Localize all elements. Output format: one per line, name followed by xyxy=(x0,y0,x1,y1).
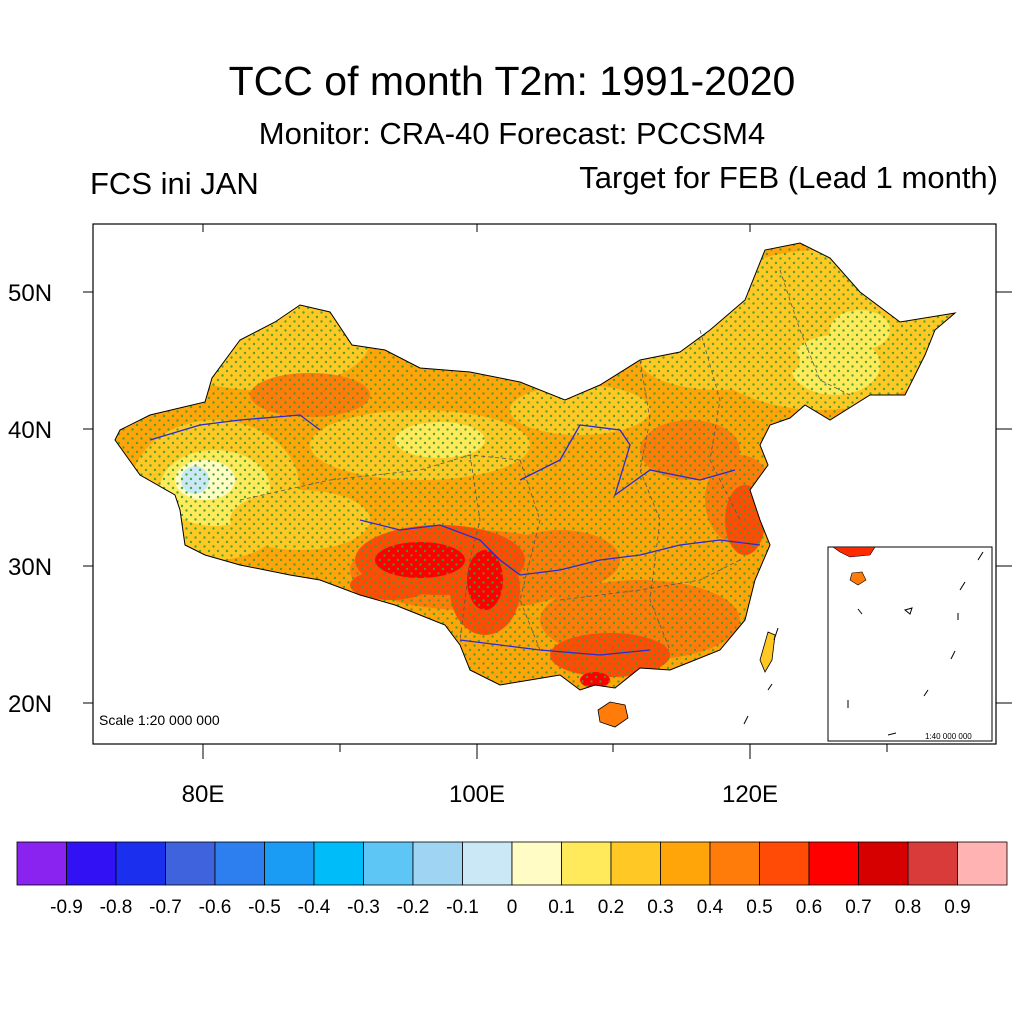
plot-title: TCC of month T2m: 1991-2020 xyxy=(228,58,796,104)
target-label: Target for FEB (Lead 1 month) xyxy=(579,160,998,195)
colorbar-bin xyxy=(808,841,859,886)
colorbar-bin xyxy=(610,841,661,886)
colorbar-tick-label: -0.1 xyxy=(446,897,479,918)
lon-label-100e: 100E xyxy=(448,781,506,808)
colorbar-tick-label: 0.5 xyxy=(746,897,773,918)
colorbar-tick-label: 0.7 xyxy=(845,897,872,918)
colorbar-bin xyxy=(709,841,760,886)
colorbar-tick-label: -0.9 xyxy=(50,897,83,918)
colorbar-bin xyxy=(858,841,909,886)
colorbar-bin xyxy=(957,841,1008,886)
colorbar-tick-label: -0.3 xyxy=(347,897,380,918)
inset-scale-text: 1:40 000 000 xyxy=(925,732,972,741)
colorbar-bin xyxy=(511,841,562,886)
nine-dash-line xyxy=(847,551,984,736)
colorbar-bin xyxy=(16,841,67,886)
colorbar-bin xyxy=(313,841,364,886)
colorbar-bin xyxy=(759,841,810,886)
colorbar-tick-label: -0.6 xyxy=(198,897,232,918)
colorbar-tick-label: -0.7 xyxy=(149,897,182,918)
lon-label-120e: 120E xyxy=(721,781,779,808)
colorbar-tick-label: 0.9 xyxy=(944,897,971,918)
lon-label-80e: 80E xyxy=(181,781,225,808)
colorbar-tick-label: 0.3 xyxy=(647,897,674,918)
colorbar-bin xyxy=(264,841,315,886)
lat-label-40n: 40N xyxy=(8,417,53,444)
colorbar-tick-label: 0.8 xyxy=(894,897,922,918)
main-scale-text: Scale 1:20 000 000 xyxy=(99,712,220,728)
init-label: FCS ini JAN xyxy=(90,166,259,201)
colorbar-tick-label: 0.4 xyxy=(696,897,724,918)
colorbar-bin xyxy=(214,841,265,886)
colorbar xyxy=(16,841,1008,886)
colorbar-tick-label: -0.8 xyxy=(99,897,133,918)
colorbar-bin xyxy=(561,841,612,886)
colorbar-bin xyxy=(115,841,166,886)
colorbar-bin xyxy=(907,841,958,886)
lat-label-50n: 50N xyxy=(8,280,53,307)
plot-subtitle: Monitor: CRA-40 Forecast: PCCSM4 xyxy=(258,116,766,151)
colorbar-tick-label: -0.2 xyxy=(396,897,430,918)
china-border xyxy=(114,242,957,691)
colorbar-bin xyxy=(165,841,216,886)
colorbar-bin xyxy=(462,841,513,886)
province-borders xyxy=(239,269,851,651)
colorbar-tick-label: 0.6 xyxy=(795,897,823,918)
colorbar-bin xyxy=(363,841,414,886)
colorbar-bin xyxy=(660,841,711,886)
colorbar-tick-label: 0.2 xyxy=(597,897,625,918)
lat-label-20n: 20N xyxy=(8,691,53,718)
colorbar-bin xyxy=(412,841,463,886)
colorbar-bin xyxy=(66,841,117,886)
colorbar-tick-label: -0.5 xyxy=(248,897,281,918)
colorbar-tick-label: -0.4 xyxy=(297,897,331,918)
colorbar-tick-label: 0.1 xyxy=(548,897,575,918)
axis-ticks xyxy=(83,224,1012,759)
lat-label-30n: 30N xyxy=(8,554,53,581)
rivers xyxy=(149,414,761,656)
colorbar-tick-label: 0 xyxy=(506,897,518,918)
